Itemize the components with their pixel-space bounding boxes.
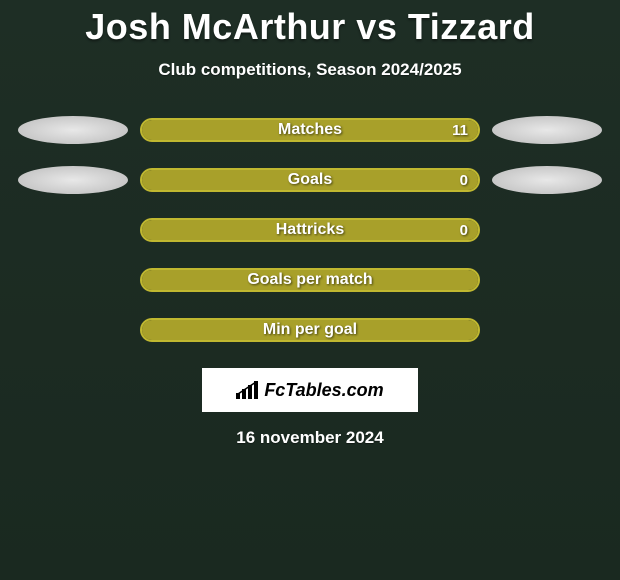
stat-label: Goals [142,170,478,190]
left-blob [18,116,128,144]
stats-rows: Matches11Goals0Hattricks0Goals per match… [0,116,620,344]
stat-label: Min per goal [142,320,478,340]
stat-bar: Goals per match [140,268,480,292]
left-blob [18,166,128,194]
logo-text: FcTables.com [264,380,383,401]
logo-box: FcTables.com [202,368,418,412]
stat-row: Matches11 [0,116,620,144]
comparison-subtitle: Club competitions, Season 2024/2025 [0,60,620,80]
stat-label: Goals per match [142,270,478,290]
stat-value: 0 [460,220,468,240]
stat-row: Goals per match [0,266,620,294]
stat-bar: Goals0 [140,168,480,192]
right-blob [492,116,602,144]
right-blob [492,166,602,194]
snapshot-date: 16 november 2024 [0,428,620,448]
stat-label: Matches [142,120,478,140]
stat-bar: Min per goal [140,318,480,342]
stat-bar: Matches11 [140,118,480,142]
bars-icon [236,381,260,399]
stat-value: 0 [460,170,468,190]
stat-row: Hattricks0 [0,216,620,244]
comparison-title: Josh McArthur vs Tizzard [0,0,620,48]
stat-bar: Hattricks0 [140,218,480,242]
stat-row: Goals0 [0,166,620,194]
stat-row: Min per goal [0,316,620,344]
stat-value: 11 [452,120,468,140]
stat-label: Hattricks [142,220,478,240]
